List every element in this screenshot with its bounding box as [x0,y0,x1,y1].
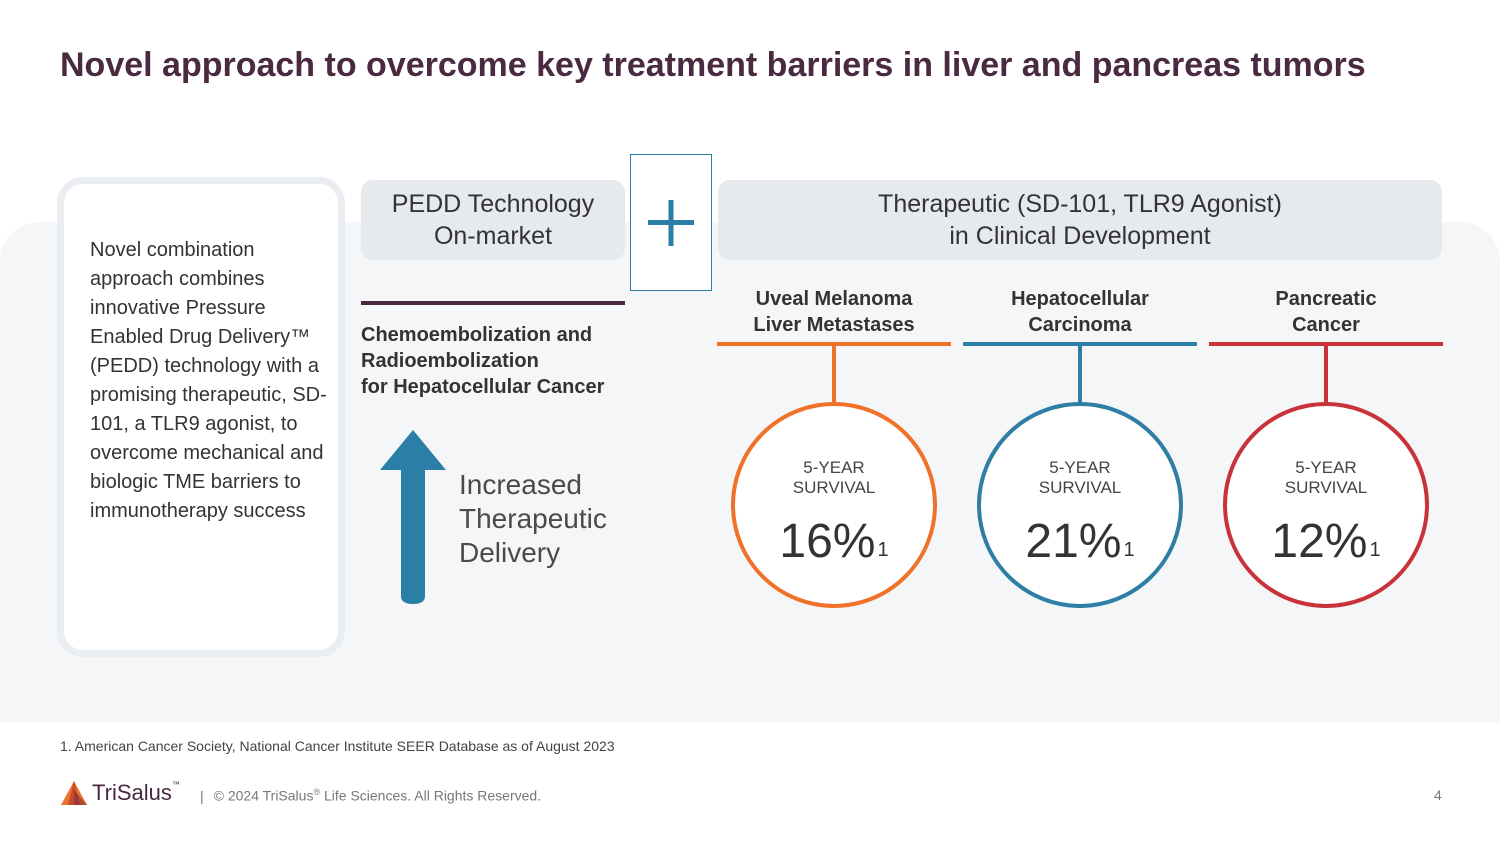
intro-card: Novel combination approach combines inno… [57,177,345,657]
indication-rule [717,342,951,346]
plus-box [630,154,712,291]
indication-name-line2: Cancer [1292,314,1360,336]
pedd-sub-line3: for Hepatocellular Cancer [361,376,605,398]
indication-column: Hepatocellular Carcinoma 5-YEAR SURVIVAL… [963,286,1197,608]
indication-column: Uveal Melanoma Liver Metastases 5-YEAR S… [717,286,951,608]
therapeutic-pill: Therapeutic (SD-101, TLR9 Agonist) in Cl… [718,180,1442,260]
indication-name: Uveal Melanoma Liver Metastases [717,286,951,342]
survival-label-line2: SURVIVAL [1284,478,1368,497]
pedd-divider [361,301,625,305]
pedd-sub-line1: Chemoembolization and [361,324,593,346]
indication-name-line2: Liver Metastases [753,314,915,336]
copyright-pre: © 2024 TriSalus [213,787,314,804]
indication-rule [963,342,1197,346]
up-arrow-icon [380,430,446,604]
survival-label-line1: 5-YEAR [803,458,865,477]
arrow-text-line3: Delivery [459,537,561,568]
therapeutic-pill-line2: in Clinical Development [949,222,1211,250]
page-number: 4 [1434,787,1442,803]
indication-stem [1078,346,1082,402]
survival-value: 21% 1 [981,514,1179,570]
indication-name-line1: Hepatocellular [1011,288,1149,310]
survival-label: 5-YEAR SURVIVAL [1227,458,1425,498]
pedd-pill-line1: PEDD Technology [391,190,595,218]
footnote-ref: 1 [1369,539,1381,561]
footer-separator: | [200,787,204,804]
copyright-post: Life Sciences. All Rights Reserved. [320,787,542,804]
logo-tm: ™ [171,780,180,789]
logo-text: TriSalus™ [92,780,180,806]
survival-label: 5-YEAR SURVIVAL [981,458,1179,498]
indication-name-line2: Carcinoma [1028,314,1132,336]
survival-percent: 16% [779,515,876,568]
indication-name: Pancreatic Cancer [1209,286,1443,342]
pedd-subheading: Chemoembolization and Radioembolization … [361,322,641,400]
survival-label-line1: 5-YEAR [1295,458,1357,477]
indication-name-line1: Uveal Melanoma [755,288,913,310]
indication-column: Pancreatic Cancer 5-YEAR SURVIVAL 12% 1 [1209,286,1443,608]
logo-name: TriSalus [92,780,172,805]
survival-label-line2: SURVIVAL [1038,478,1122,497]
survival-percent: 21% [1025,515,1122,568]
indication-name: Hepatocellular Carcinoma [963,286,1197,342]
footnote: 1. American Cancer Society, National Can… [60,738,615,754]
survival-circle: 5-YEAR SURVIVAL 21% 1 [977,402,1183,608]
increased-delivery-text: Increased Therapeutic Delivery [459,468,659,570]
arrow-text-line1: Increased [459,469,582,500]
therapeutic-pill-line1: Therapeutic (SD-101, TLR9 Agonist) [878,190,1282,218]
pedd-sub-line2: Radioembolization [361,350,539,372]
survival-circle: 5-YEAR SURVIVAL 12% 1 [1223,402,1429,608]
copyright-reg: ® [313,787,321,797]
plus-icon [648,200,694,246]
survival-label-line1: 5-YEAR [1049,458,1111,477]
indication-stem [832,346,836,402]
page-title: Novel approach to overcome key treatment… [60,46,1366,84]
trisalus-logo-icon [61,781,87,805]
pedd-pill-line2: On-market [433,222,553,250]
pedd-technology-pill: PEDD Technology On-market [361,180,625,260]
trisalus-logo: TriSalus™ [60,780,180,806]
indication-stem [1324,346,1328,402]
indication-name-line1: Pancreatic [1275,288,1377,310]
survival-percent: 12% [1271,515,1368,568]
survival-circle: 5-YEAR SURVIVAL 16% 1 [731,402,937,608]
survival-label-line2: SURVIVAL [792,478,876,497]
survival-label: 5-YEAR SURVIVAL [735,458,933,498]
survival-value: 12% 1 [1227,514,1425,570]
arrow-text-line2: Therapeutic [459,503,607,534]
footnote-ref: 1 [1123,539,1135,561]
footnote-ref: 1 [877,539,889,561]
indication-rule [1209,342,1443,346]
survival-value: 16% 1 [735,514,933,570]
copyright: | © 2024 TriSalus® Life Sciences. All Rig… [200,787,541,804]
intro-text: Novel combination approach combines inno… [90,239,327,522]
